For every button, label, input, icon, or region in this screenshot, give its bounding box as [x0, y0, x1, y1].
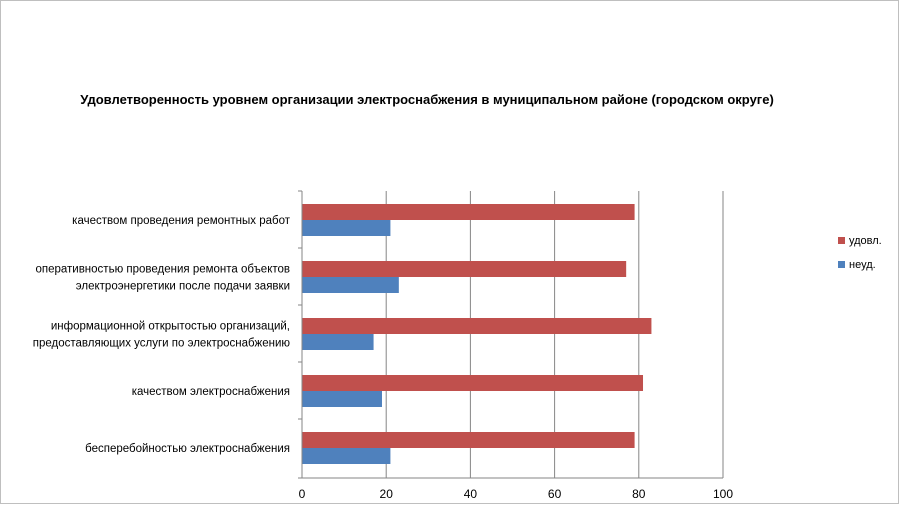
bar-neud-3 [302, 391, 382, 407]
x-tick-label-60: 60 [548, 487, 562, 501]
category-label-1-1: электроэнергетики после подачи заявки [76, 281, 290, 293]
axes: 0 20 40 60 80 100 [298, 190, 733, 501]
category-labels: качеством проведения ремонтных работ опер… [33, 215, 291, 455]
x-tick-label-80: 80 [632, 487, 646, 501]
category-label-3-0: качеством электроснабжения [132, 386, 290, 398]
bar-udovl-0 [302, 204, 635, 220]
x-tick-label-100: 100 [713, 487, 733, 501]
category-label-2-1: предоставляющих услуги по электроснабжен… [33, 338, 291, 350]
category-label-0-0: качеством проведения ремонтных работ [72, 215, 291, 227]
bars [302, 204, 652, 464]
x-tick-label-20: 20 [380, 487, 394, 501]
x-tick-label-40: 40 [464, 487, 478, 501]
legend-swatch-0 [838, 237, 845, 244]
legend-label-0: удовл. [849, 235, 882, 247]
bar-neud-0 [302, 220, 391, 236]
bar-neud-4 [302, 448, 391, 464]
bar-udovl-4 [302, 432, 635, 448]
gridlines [385, 191, 724, 478]
legend-swatch-1 [838, 261, 845, 268]
category-label-4-0: бесперебойностью электроснабжения [85, 443, 290, 455]
legend-label-1: неуд. [849, 259, 876, 271]
chart-title: Удовлетворенность уровнем организации эл… [80, 92, 774, 107]
bar-udovl-3 [302, 375, 644, 391]
bar-neud-1 [302, 277, 399, 293]
category-label-2-0: информационной открытостью организаций, [51, 321, 290, 333]
category-label-1-0: оперативностью проведения ремонта объект… [35, 264, 290, 276]
bar-udovl-1 [302, 261, 627, 277]
legend: удовл. неуд. [838, 235, 882, 271]
x-tick-label-0: 0 [299, 487, 306, 501]
bar-udovl-2 [302, 318, 652, 334]
bar-neud-2 [302, 334, 374, 350]
